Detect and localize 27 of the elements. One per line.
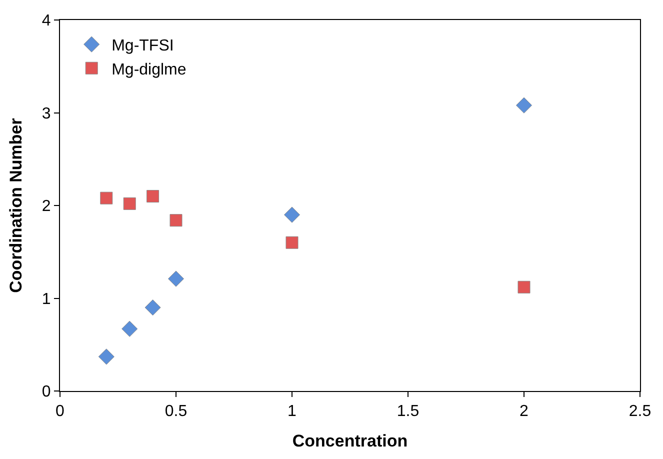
point bbox=[170, 214, 182, 227]
x-tick-label: 2 bbox=[520, 403, 529, 420]
point bbox=[144, 299, 161, 316]
x-axis-title: Concentration bbox=[292, 432, 408, 451]
point bbox=[100, 192, 113, 204]
legend-label: Mg-TFSI bbox=[112, 38, 174, 55]
y-tick-label: 3 bbox=[42, 105, 51, 122]
legend-label: Mg-diglme bbox=[112, 61, 186, 78]
y-tick-label: 4 bbox=[42, 12, 51, 30]
x-tick-label: 2.5 bbox=[628, 403, 652, 420]
point bbox=[286, 236, 298, 249]
point bbox=[123, 197, 136, 210]
point bbox=[146, 190, 160, 202]
point bbox=[168, 270, 184, 287]
point bbox=[98, 348, 114, 365]
point bbox=[518, 280, 530, 294]
x-tick-label: 0.5 bbox=[164, 403, 188, 420]
y-tick-label: 1 bbox=[42, 290, 51, 308]
point bbox=[284, 206, 300, 223]
y-tick-label: 0 bbox=[42, 384, 51, 401]
y-tick-label: 2 bbox=[42, 198, 51, 216]
point bbox=[516, 97, 532, 114]
x-tick-label: 1 bbox=[288, 403, 297, 420]
point bbox=[122, 320, 138, 337]
y-axis-title: Coordination Number bbox=[6, 118, 26, 293]
x-tick-label: 0 bbox=[56, 403, 65, 420]
x-tick-label: 1.5 bbox=[396, 403, 420, 420]
